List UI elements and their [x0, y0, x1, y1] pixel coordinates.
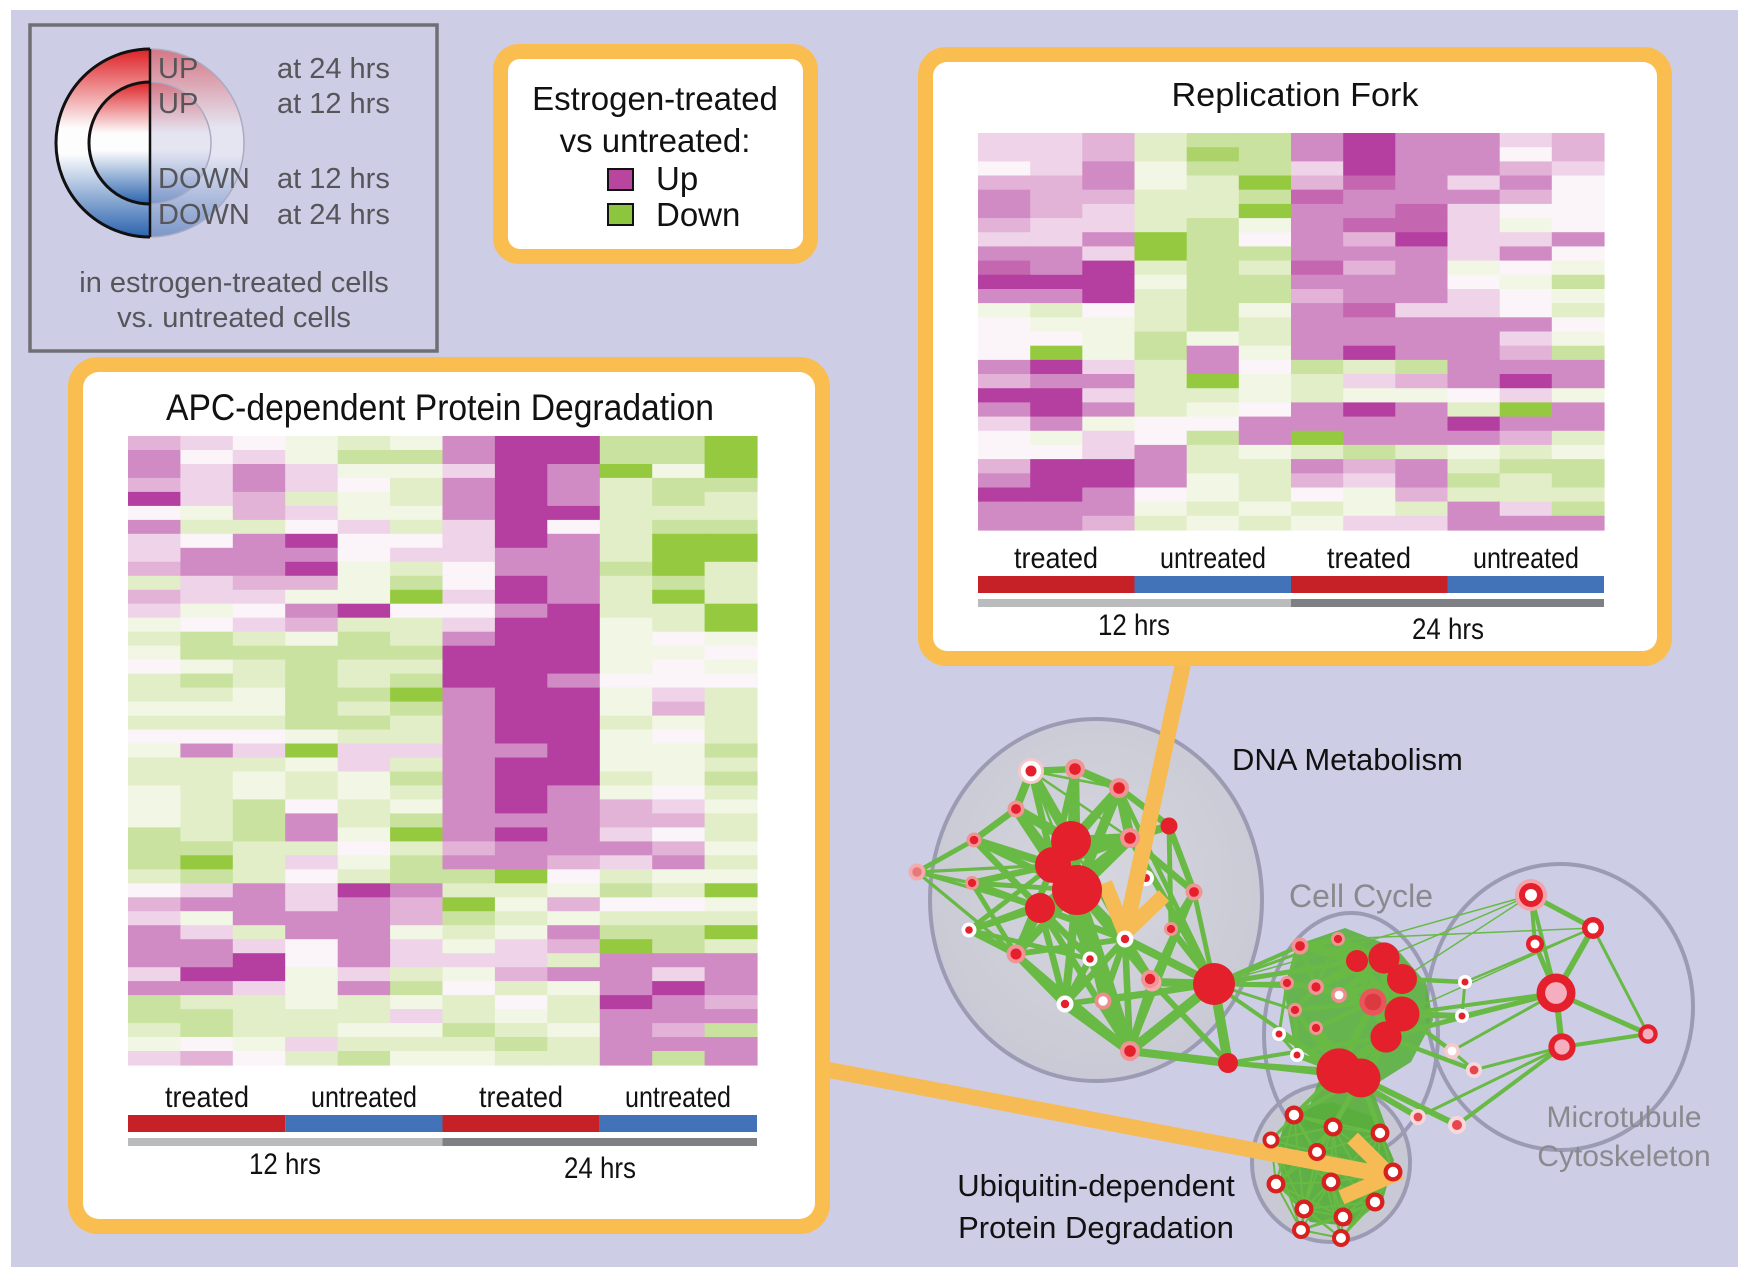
svg-text:treated: treated	[1327, 542, 1411, 575]
svg-text:at 24 hrs: at 24 hrs	[277, 53, 390, 85]
svg-text:24 hrs: 24 hrs	[1412, 613, 1484, 646]
svg-text:Estrogen-treated: Estrogen-treated	[532, 80, 778, 117]
svg-text:treated: treated	[165, 1081, 249, 1114]
svg-text:at 24 hrs: at 24 hrs	[277, 199, 390, 231]
svg-text:APC-dependent Protein Degradat: APC-dependent Protein Degradation	[166, 387, 714, 428]
svg-text:Cell Cycle: Cell Cycle	[1289, 878, 1433, 914]
svg-text:Down: Down	[656, 196, 740, 233]
svg-text:Protein Degradation: Protein Degradation	[958, 1210, 1234, 1245]
svg-text:DNA Metabolism: DNA Metabolism	[1232, 742, 1463, 777]
svg-text:Up: Up	[656, 160, 698, 197]
svg-text:untreated: untreated	[311, 1081, 417, 1114]
svg-text:DOWN: DOWN	[158, 199, 250, 231]
svg-text:24 hrs: 24 hrs	[564, 1152, 636, 1185]
svg-text:vs untreated:: vs untreated:	[560, 122, 751, 159]
svg-text:untreated: untreated	[1160, 542, 1266, 575]
svg-text:untreated: untreated	[625, 1081, 731, 1114]
svg-text:treated: treated	[479, 1081, 563, 1114]
svg-text:12 hrs: 12 hrs	[249, 1148, 321, 1181]
svg-text:at 12 hrs: at 12 hrs	[277, 163, 390, 195]
svg-text:in estrogen-treated cells: in estrogen-treated cells	[79, 267, 389, 299]
svg-text:untreated: untreated	[1473, 542, 1579, 575]
svg-text:Microtubule: Microtubule	[1546, 1101, 1701, 1134]
svg-text:Replication Fork: Replication Fork	[1172, 76, 1420, 113]
svg-text:vs. untreated cells: vs. untreated cells	[117, 302, 351, 334]
svg-text:treated: treated	[1014, 542, 1098, 575]
svg-text:12 hrs: 12 hrs	[1098, 609, 1170, 642]
svg-text:at 12 hrs: at 12 hrs	[277, 88, 390, 120]
svg-text:Ubiquitin-dependent: Ubiquitin-dependent	[957, 1168, 1235, 1203]
svg-text:UP: UP	[158, 88, 198, 120]
svg-text:UP: UP	[158, 53, 198, 85]
svg-text:Cytoskeleton: Cytoskeleton	[1537, 1140, 1710, 1173]
svg-text:DOWN: DOWN	[158, 163, 250, 195]
